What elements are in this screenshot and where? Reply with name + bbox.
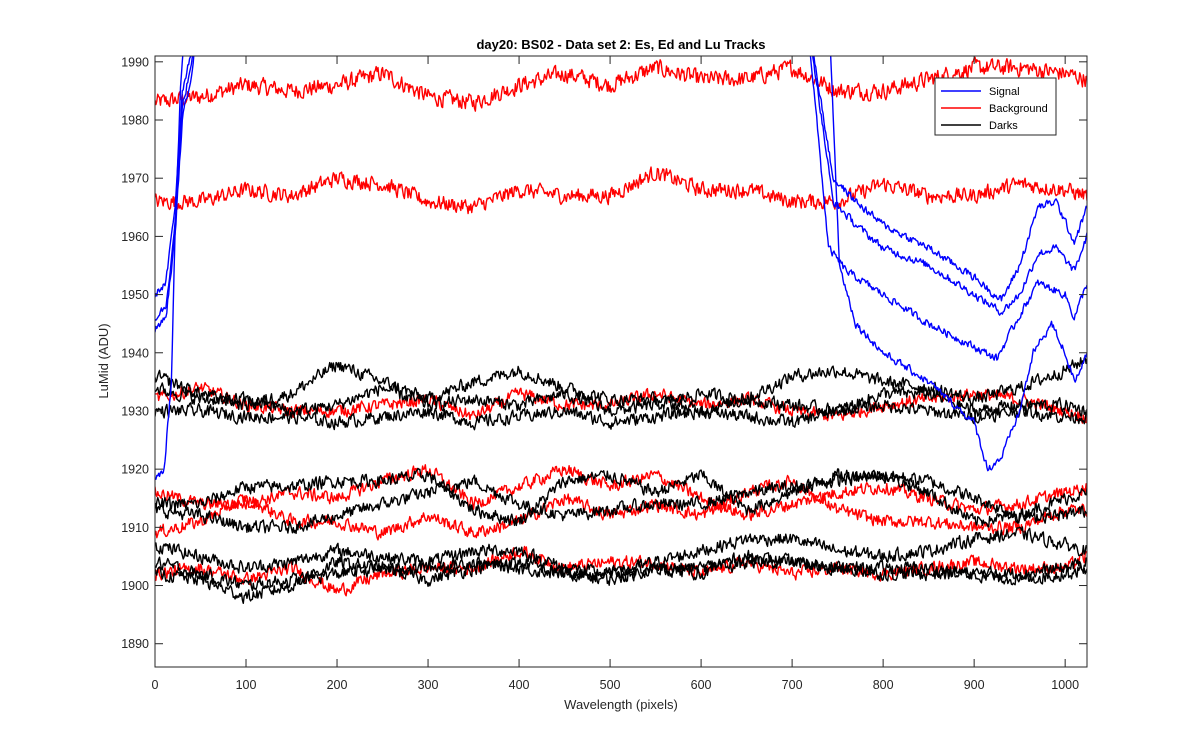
series-line-darks-9 <box>155 467 1087 528</box>
x-tick-label: 700 <box>782 678 803 692</box>
y-tick-label: 1990 <box>121 55 149 69</box>
series-line-darks-12 <box>155 549 1087 605</box>
x-tick-label: 200 <box>327 678 348 692</box>
series-line-background-1 <box>155 166 1087 215</box>
series-line-signal-17 <box>155 56 1087 361</box>
y-tick-label: 1940 <box>121 346 149 360</box>
series-line-background-5 <box>155 545 1087 597</box>
axes-box <box>154 55 1088 668</box>
y-tick-label: 1890 <box>121 637 149 651</box>
series-line-signal-14 <box>155 56 1087 480</box>
series-line-darks-13 <box>155 554 1087 592</box>
legend-label-darks: Darks <box>989 120 1018 132</box>
y-axis-title: LuMid (ADU) <box>96 323 111 398</box>
x-tick-label: 100 <box>236 678 257 692</box>
series-line-signal-16 <box>155 56 1087 333</box>
x-tick-label: 600 <box>691 678 712 692</box>
series-line-darks-8 <box>155 399 1087 431</box>
y-tick-label: 1900 <box>121 579 149 593</box>
y-tick-label: 1960 <box>121 230 149 244</box>
legend-label-background: Background <box>989 103 1048 115</box>
y-tick-label: 1920 <box>121 463 149 477</box>
x-tick-label: 500 <box>600 678 621 692</box>
y-tick-label: 1950 <box>121 288 149 302</box>
series-line-darks-7 <box>155 382 1087 417</box>
y-tick-label: 1980 <box>121 114 149 128</box>
x-tick-label: 900 <box>964 678 985 692</box>
series-line-background-0 <box>155 56 1087 112</box>
y-tick-label: 1930 <box>121 404 149 418</box>
series-line-darks-10 <box>155 470 1087 535</box>
x-axis-title: Wavelength (pixels) <box>564 697 678 712</box>
series-layer <box>155 56 1087 605</box>
y-tick-label: 1970 <box>121 172 149 186</box>
x-tick-label: 1000 <box>1051 678 1079 692</box>
series-line-darks-11 <box>155 526 1087 579</box>
legend-label-signal: Signal <box>989 86 1020 98</box>
x-tick-label: 300 <box>418 678 439 692</box>
x-tick-label: 800 <box>873 678 894 692</box>
x-tick-label: 400 <box>509 678 530 692</box>
chart-title: day20: BS02 - Data set 2: Es, Ed and Lu … <box>476 37 765 52</box>
y-tick-label: 1910 <box>121 521 149 535</box>
x-tick-label: 0 <box>152 678 159 692</box>
legend: Signal Background Darks <box>934 77 1057 136</box>
series-line-signal-15 <box>155 56 1087 321</box>
series-line-darks-6 <box>155 357 1087 418</box>
axes-layer: 0 100 200 300 400 500 600 700 800 900 1000 1890 1900… <box>121 55 1088 692</box>
